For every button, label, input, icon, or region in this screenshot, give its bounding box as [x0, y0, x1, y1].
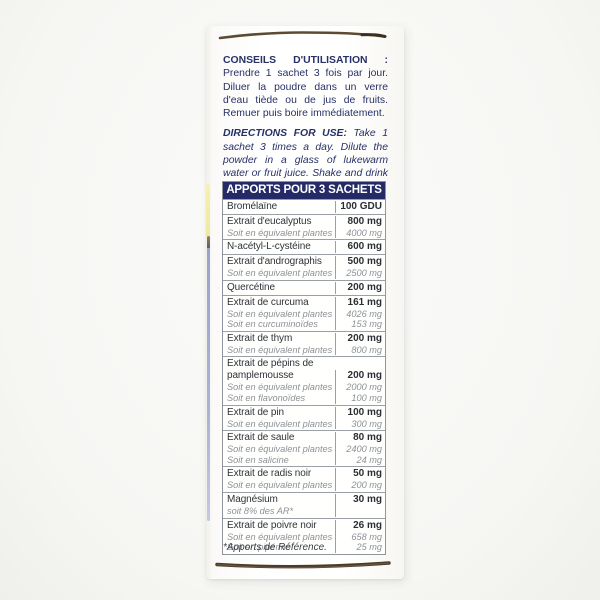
ingredient-sub-label: Soit en curcuminoïdes	[227, 319, 318, 330]
ingredient-sub-value: 2000 mg	[335, 382, 385, 394]
side-stripe-dark	[207, 236, 210, 249]
ingredient-value: 100 mg	[335, 406, 385, 419]
ingredient-sub-value: 2500 mg	[335, 268, 385, 279]
ingredient-name: Magnésium	[227, 494, 278, 506]
ingredient-value: 200 mg	[335, 332, 385, 345]
table-row: Extrait d'eucalyptus 800 mg Soit en équiva…	[223, 213, 385, 240]
usage-instructions-fr-body: Prendre 1 sachet 3 fois par jour. Diluer…	[223, 68, 388, 120]
ingredient-sub-label: Soit en équivalent plantes	[227, 344, 333, 355]
ingredient-name: Extrait de curcuma	[227, 296, 309, 308]
ingredient-value: 600 mg	[335, 241, 385, 254]
ingredient-name: Quercétine	[227, 281, 275, 293]
ingredient-sub-label: Soit en équivalent plantes	[227, 531, 333, 542]
ingredient-name: N-acétyl-L-cystéine	[227, 241, 311, 253]
usage-instructions-en-title: DIRECTIONS FOR USE:	[223, 128, 347, 140]
table-row: Quercétine 200 mg	[223, 279, 385, 295]
table-row: Extrait de pépins de pamplemousse 200 mg S…	[223, 356, 385, 404]
ingredient-name: Extrait d'andrographis	[227, 256, 322, 268]
table-row: Extrait de radis noir 50 mg Soit en équiva…	[223, 466, 385, 492]
ingredient-sub-label: Soit en flavonoïdes	[227, 393, 306, 404]
usage-instructions: CONSEILS D'UTILISATION : Prendre 1 sache…	[223, 54, 388, 194]
ingredient-sub-label: Soit en équivalent plantes	[227, 444, 333, 455]
table-header: APPORTS POUR 3 SACHETS	[223, 182, 385, 199]
ingredient-value: 50 mg	[335, 468, 385, 481]
ingredient-sub-label: soit 8% des AR*	[227, 506, 294, 517]
table-row: Extrait de pin 100 mg Soit en équivalent p…	[223, 404, 385, 431]
side-stripe-blue	[207, 248, 210, 521]
ingredient-sub-label: Soit en équivalent plantes	[227, 308, 333, 319]
ingredient-sub-label: Soit en salicine	[227, 454, 289, 465]
ingredient-value: 26 mg	[335, 519, 385, 532]
ingredient-sub-value: 24 mg	[335, 454, 385, 466]
ingredient-sub-value: 800 mg	[335, 344, 385, 356]
ingredient-sub-label: Soit en pipérine	[227, 542, 291, 553]
ingredient-sub-label: Soit en équivalent plantes	[227, 227, 333, 238]
ingredient-sub-value: 658 mg	[335, 531, 385, 543]
ingredient-sub-value: 153 mg	[335, 319, 385, 330]
ingredient-sub-value: 4000 mg	[335, 227, 385, 239]
ingredient-value: 30 mg	[335, 494, 385, 507]
ingredient-name: Extrait de thym	[227, 332, 293, 344]
ingredient-sub-value: 200 mg	[335, 480, 385, 492]
table-row: N-acétyl-L-cystéine 600 mg	[223, 239, 385, 254]
ingredient-value: 200 mg	[335, 281, 385, 294]
ingredient-value: 200 mg	[335, 370, 385, 383]
table-row: Bromélaïne 100 GDU	[223, 198, 385, 214]
table-footnote: *Apports de Référence.	[223, 542, 327, 553]
table-row: Extrait de curcuma 161 mg Soit en équivale…	[223, 294, 385, 331]
table-row: Extrait d'andrographis 500 mg Soit en équi…	[223, 254, 385, 280]
ingredient-name: Extrait d'eucalyptus	[227, 215, 312, 227]
ingredient-sub-label: Soit en équivalent plantes	[227, 268, 333, 279]
ingredient-value: 800 mg	[335, 215, 385, 228]
ingredient-sub-label: Soit en équivalent plantes	[227, 382, 333, 393]
ingredient-sub-label: Soit en équivalent plantes	[227, 480, 333, 491]
ingredient-name: Extrait de pépins de pamplemousse	[227, 358, 314, 382]
ingredient-name: Extrait de poivre noir	[227, 519, 317, 531]
ingredient-value: 161 mg	[335, 296, 385, 309]
ingredient-sub-value: 25 mg	[335, 542, 385, 553]
table-row: Extrait de saule 80 mg Soit en équivalent …	[223, 430, 385, 466]
ingredient-sub-value	[335, 506, 385, 517]
ingredient-name: Extrait de radis noir	[227, 468, 312, 480]
side-stripe-yellow	[206, 184, 210, 237]
ingredient-sub-label: Soit en équivalent plantes	[227, 418, 333, 429]
ingredient-value: 500 mg	[335, 256, 385, 269]
supplement-facts-table: APPORTS POUR 3 SACHETS Bromélaïne 100 GDU…	[222, 181, 386, 555]
ingredient-sub-value: 2400 mg	[335, 444, 385, 455]
usage-instructions-fr: CONSEILS D'UTILISATION : Prendre 1 sache…	[223, 54, 388, 120]
table-row: Magnésium 30 mg soit 8% des AR*	[223, 492, 385, 518]
ingredient-sub-value: 300 mg	[335, 418, 385, 430]
ingredient-value: 80 mg	[335, 432, 385, 445]
ingredient-name: Extrait de pin	[227, 406, 284, 418]
ingredient-name: Bromélaïne	[227, 200, 278, 212]
usage-instructions-fr-title: CONSEILS D'UTILISATION :	[223, 55, 388, 66]
ingredient-sub-value: 100 mg	[335, 393, 385, 404]
ingredient-name: Extrait de saule	[227, 432, 295, 444]
ingredient-value: 100 GDU	[335, 200, 385, 213]
table-row: Extrait de poivre noir 26 mg Soit en équiv…	[223, 517, 385, 554]
table-body: Bromélaïne 100 GDU Extrait d'eucalyptus 800…	[223, 198, 385, 554]
table-row: Extrait de thym 200 mg Soit en équivalent …	[223, 330, 385, 357]
ingredient-sub-value: 4026 mg	[335, 308, 385, 320]
